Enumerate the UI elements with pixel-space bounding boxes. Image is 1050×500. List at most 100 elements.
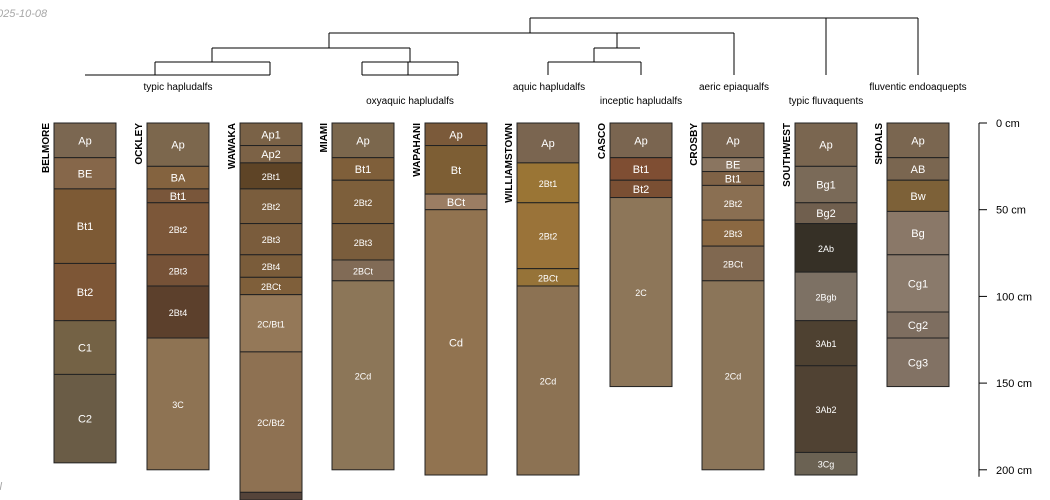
horizon-williamstown-1 [516,162,580,204]
horizon-label: Bg [911,228,924,240]
profile-name-belmore: BELMORE [41,123,52,173]
horizon-shoals-6 [886,337,950,388]
horizon-label: 2C [635,288,647,298]
horizon-label: Bt1 [355,164,372,176]
horizon-belmore-2 [53,188,117,264]
depth-tick-label: 0 cm [996,118,1020,130]
horizon-ockley-0 [146,122,210,167]
horizon-label: Ap [356,135,369,147]
horizon-label: C2 [78,414,92,426]
horizon-label: C1 [78,343,92,355]
horizon-label: Cg3 [908,357,928,369]
horizon-label: AB [911,164,926,176]
horizon-label: Bt1 [633,164,650,176]
group-label: inceptic hapludalfs [600,96,682,107]
horizon-casco-3 [609,197,673,388]
horizon-label: Bg1 [816,180,836,192]
horizon-shoals-2 [886,179,950,212]
horizon-label: 2Bt2 [262,202,281,212]
horizon-label: BCt [447,197,465,209]
group-label: typic fluvaquents [789,96,864,107]
horizon-label: Cg1 [908,278,928,290]
horizon-label: 2Bt2 [539,232,558,242]
horizon-label: Bt1 [170,191,187,203]
horizon-belmore-0 [53,122,117,159]
horizon-crosby-0 [701,122,765,159]
horizon-label: 2BCt [261,282,282,292]
depth-tick-label: 150 cm [996,378,1032,390]
horizon-label: Bw [910,191,925,203]
horizon-label: Cd [449,337,463,349]
horizon-belmore-1 [53,157,117,190]
horizon-wapahani-1 [424,145,488,195]
horizon-label: Ap [541,138,554,150]
horizon-label: 2Bt3 [262,235,281,245]
horizon-label: Bt2 [633,184,650,196]
horizon-label: Ap [634,135,647,147]
horizon-shoals-3 [886,210,950,256]
horizon-wawaka-7 [239,294,303,353]
horizon-southwest-1 [794,165,858,204]
horizon-miami-2 [331,179,395,225]
horizon-label: 2Cd [725,371,742,381]
horizon-wawaka-8 [239,351,303,493]
horizon-wawaka-2 [239,162,303,190]
horizon-label: 2Bt3 [354,238,373,248]
horizon-label: Ap [819,140,832,152]
horizon-label: Bt2 [77,287,94,299]
group-label: typic hapludalfs [144,82,213,93]
horizon-southwest-4 [794,271,858,322]
horizon-label: 2C/Bt1 [257,319,285,329]
horizon-label: 2Bt3 [169,266,188,276]
horizon-label: 3Cg [818,460,835,470]
horizon-label: BE [78,168,93,180]
horizon-label: 2Bgb [815,292,836,302]
horizon-label: Cg2 [908,320,928,332]
horizon-label: 2Bt2 [169,225,188,235]
horizon-ockley-3 [146,202,210,256]
horizon-label: 2BCt [538,273,559,283]
horizon-southwest-0 [794,122,858,167]
horizon-casco-0 [609,122,673,159]
horizon-label: 2Bt1 [539,179,558,189]
horizon-crosby-3 [701,184,765,221]
horizon-label: 2Cd [355,371,372,381]
horizon-southwest-6 [794,365,858,453]
horizon-southwest-5 [794,320,858,367]
horizon-williamstown-2 [516,202,580,270]
horizon-crosby-4 [701,219,765,247]
horizon-belmore-5 [53,373,117,464]
horizon-miami-3 [331,223,395,261]
horizon-shoals-5 [886,311,950,339]
horizon-label: 3C [172,400,184,410]
horizon-label: 2BCt [353,266,374,276]
profile-name-wawaka: WAWAKA [227,123,238,169]
horizon-crosby-6 [701,280,765,471]
horizon-label: BA [171,173,186,185]
profile-name-southwest: SOUTHWEST [782,123,793,187]
horizon-label: Bt1 [725,173,742,185]
date-label: 025-10-08 [0,8,48,20]
profile-name-casco: CASCO [597,123,608,159]
horizon-label: Bt [451,165,461,177]
horizon-label: Bt1 [77,221,94,233]
group-label: aquic hapludalfs [513,82,585,93]
horizon-label: Ap [171,140,184,152]
horizon-belmore-4 [53,320,117,375]
horizon-label: 2Bt4 [262,262,281,272]
horizon-label: 3Ab1 [815,339,836,349]
horizon-label: 2BCt [723,259,744,269]
horizon-label: 2Bt3 [724,229,743,239]
horizon-wawaka-9 [239,491,303,500]
horizon-label: 2Bt1 [262,172,281,182]
profile-name-shoals: SHOALS [874,123,885,165]
profile-name-wapahani: WAPAHANI [412,123,423,177]
group-label: oxyaquic hapludalfs [366,96,454,107]
horizon-southwest-7 [794,451,858,476]
horizon-label: Ap2 [261,149,281,161]
depth-tick-label: 50 cm [996,205,1026,217]
footer-label: ll [0,481,2,493]
horizon-belmore-3 [53,262,117,322]
horizon-ockley-5 [146,285,210,339]
